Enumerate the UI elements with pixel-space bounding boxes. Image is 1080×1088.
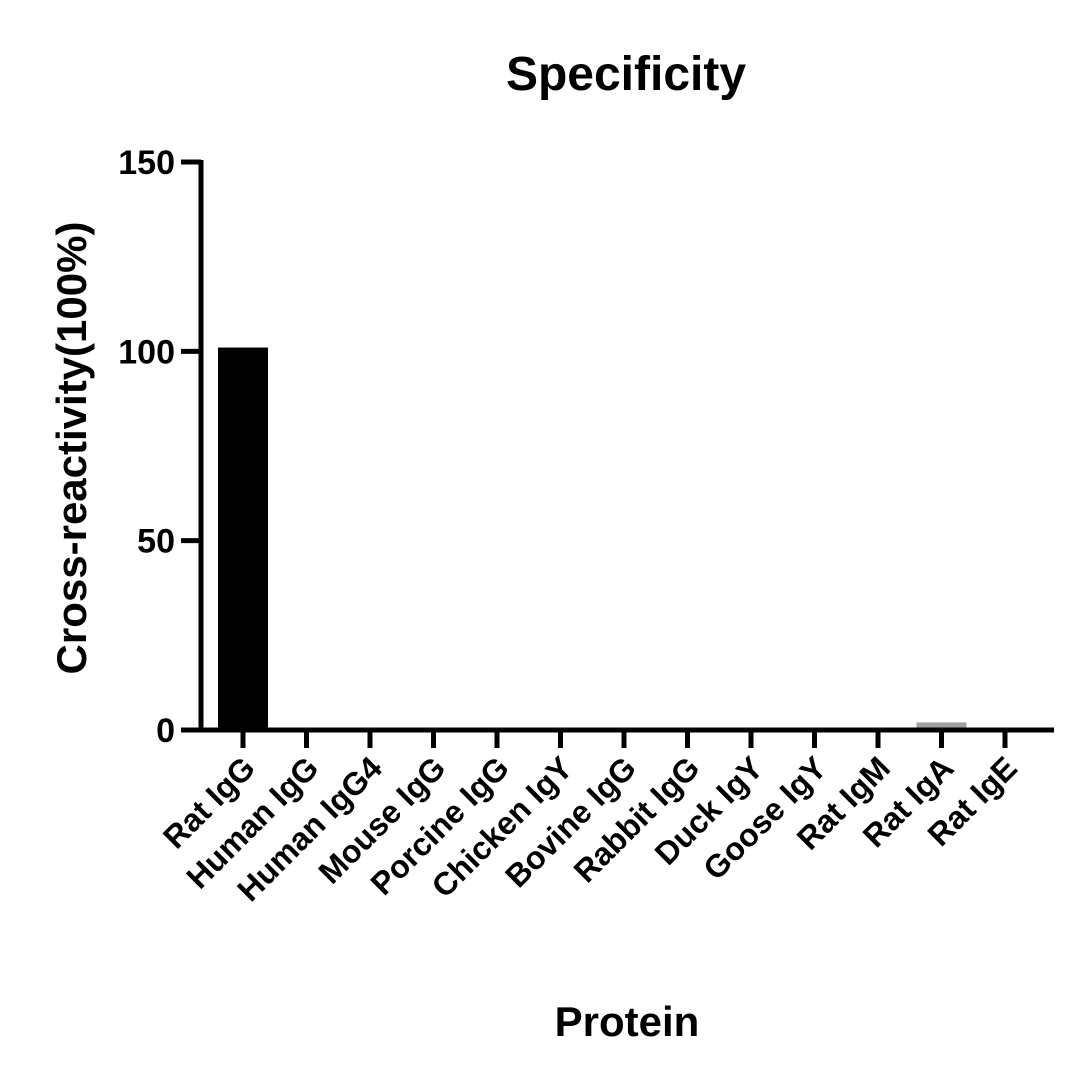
bar: [916, 722, 967, 730]
bars: [218, 347, 967, 730]
y-axis: 0 50 100 150: [118, 144, 204, 750]
y-tick-label: 0: [156, 712, 175, 750]
bar: [218, 347, 268, 730]
chart-title: Specificity: [506, 48, 746, 101]
y-tick-label: 100: [118, 333, 175, 371]
y-tick-label: 50: [137, 523, 175, 561]
y-tick-label: 150: [118, 144, 175, 182]
x-axis-title: Protein: [555, 998, 700, 1045]
y-axis-title: Cross-reactivity(100%): [48, 222, 95, 675]
